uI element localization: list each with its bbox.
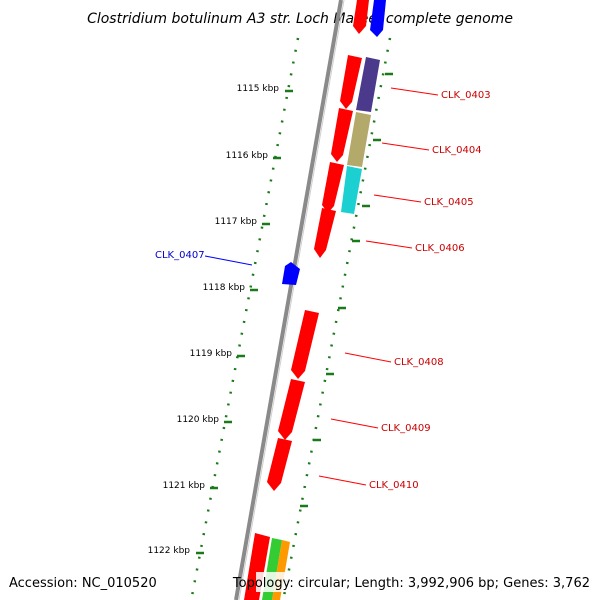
- leader-clk-0408: [344, 352, 392, 363]
- kbp-label: 1121 kbp: [163, 481, 206, 491]
- gene-blue-top[interactable]: [370, 0, 386, 37]
- gene-features: [244, 0, 386, 600]
- gene-clk-0410[interactable]: [267, 438, 292, 491]
- gene-clk-0403[interactable]: [340, 55, 362, 109]
- kbp-label: 1116 kbp: [226, 151, 269, 161]
- leader-clk-0403: [390, 87, 439, 96]
- topology-backdrop: [256, 572, 594, 592]
- leader-clk-0404: [381, 142, 430, 151]
- gene-label-clk-0407[interactable]: CLK_0407: [155, 250, 205, 261]
- gene-red-bottom[interactable]: [244, 533, 270, 600]
- gene-red-top[interactable]: [353, 0, 369, 34]
- gene-clk-0407[interactable]: [282, 262, 300, 285]
- leader-clk-0406: [365, 240, 413, 249]
- leader-lines: [204, 87, 439, 486]
- leader-clk-0407: [204, 255, 253, 266]
- topology-text: Topology: circular; Length: 3,992,906 bp…: [232, 576, 590, 591]
- gene-clk-0408[interactable]: [291, 310, 319, 379]
- kbp-scale-track: [190, 37, 300, 597]
- gene-clk-0405-cyan[interactable]: [341, 166, 362, 214]
- gene-label-clk-0409[interactable]: CLK_0409: [381, 423, 431, 434]
- kbp-label: 1118 kbp: [203, 283, 246, 293]
- gene-label-clk-0406[interactable]: CLK_0406: [415, 243, 465, 254]
- gene-clk-0404[interactable]: [331, 108, 353, 162]
- kbp-label: 1117 kbp: [215, 217, 258, 227]
- kbp-label: 1122 kbp: [148, 546, 191, 556]
- kbp-label: 1120 kbp: [177, 415, 220, 425]
- gene-clk-0406[interactable]: [314, 208, 336, 258]
- leader-clk-0409: [330, 418, 379, 429]
- accession-text: Accession: NC_010520: [9, 576, 157, 591]
- map-title: Clostridium botulinum A3 str. Loch Maree…: [87, 11, 513, 27]
- right-track-ticks: [300, 72, 393, 508]
- gene-clk-0405[interactable]: [322, 162, 344, 213]
- kbp-label: 1119 kbp: [190, 349, 233, 359]
- leader-clk-0410: [318, 475, 367, 486]
- gene-clk-0403-purple[interactable]: [356, 57, 380, 112]
- kbp-label: 1115 kbp: [237, 84, 280, 94]
- backbone-highlight: [238, 0, 345, 600]
- backbone-line: [234, 0, 343, 600]
- gene-label-clk-0405[interactable]: CLK_0405: [424, 197, 474, 208]
- gene-label-clk-0404[interactable]: CLK_0404: [432, 145, 482, 156]
- leader-clk-0405: [373, 194, 422, 203]
- gene-label-clk-0403[interactable]: CLK_0403: [441, 90, 491, 101]
- gene-label-clk-0410[interactable]: CLK_0410: [369, 480, 419, 491]
- gene-clk-0409[interactable]: [278, 379, 305, 440]
- gene-label-clk-0408[interactable]: CLK_0408: [394, 357, 444, 368]
- gene-clk-0404-khaki[interactable]: [347, 112, 371, 167]
- kbp-major-ticks: [196, 89, 293, 555]
